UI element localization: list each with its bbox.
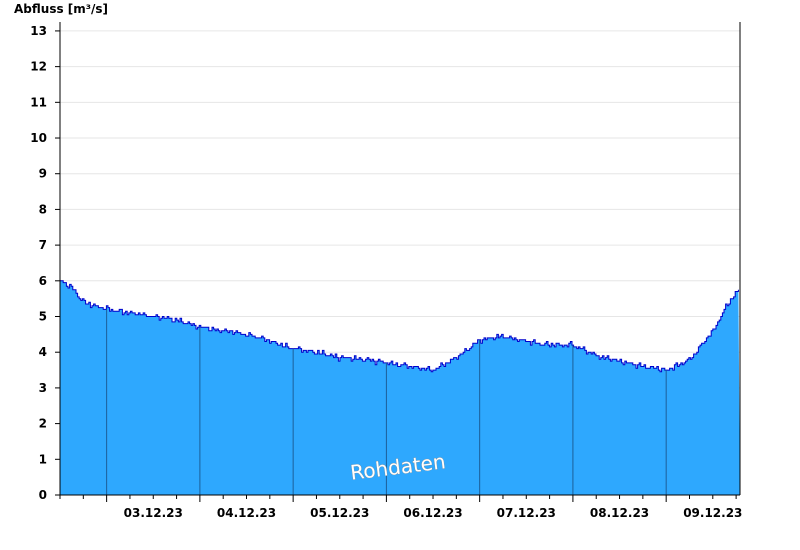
- x-tick-label: 05.12.23: [310, 506, 369, 520]
- x-tick-label: 06.12.23: [403, 506, 462, 520]
- y-tick-label: 10: [30, 131, 47, 145]
- plot-area: [60, 280, 740, 495]
- x-tick-label: 03.12.23: [124, 506, 183, 520]
- x-tick-label: 09.12.23: [683, 506, 742, 520]
- x-tick-label: 04.12.23: [217, 506, 276, 520]
- y-tick-label: 2: [39, 417, 47, 431]
- axes: [55, 22, 741, 502]
- x-tick-labels: 03.12.23 04.12.23 05.12.23 06.12.23 07.12.23…: [124, 506, 743, 520]
- y-tick-label: 4: [39, 345, 47, 359]
- y-axis-label: Abfluss [m³/s]: [14, 2, 108, 16]
- y-tick-label: 5: [39, 310, 47, 324]
- y-tick-label: 12: [30, 60, 47, 74]
- y-tick-label: 0: [39, 488, 47, 502]
- y-tick-label: 6: [39, 274, 47, 288]
- y-tick-label: 3: [39, 381, 47, 395]
- y-tick-label: 9: [39, 167, 47, 181]
- y-tick-label: 13: [30, 24, 47, 38]
- y-tick-label: 7: [39, 238, 47, 252]
- y-tick-label: 11: [30, 95, 47, 109]
- y-tick-label: 8: [39, 202, 47, 216]
- x-tick-label: 07.12.23: [497, 506, 556, 520]
- discharge-area: [60, 280, 740, 495]
- y-tick-label: 1: [39, 452, 47, 466]
- discharge-line: [60, 280, 739, 373]
- x-tick-label: 08.12.23: [590, 506, 649, 520]
